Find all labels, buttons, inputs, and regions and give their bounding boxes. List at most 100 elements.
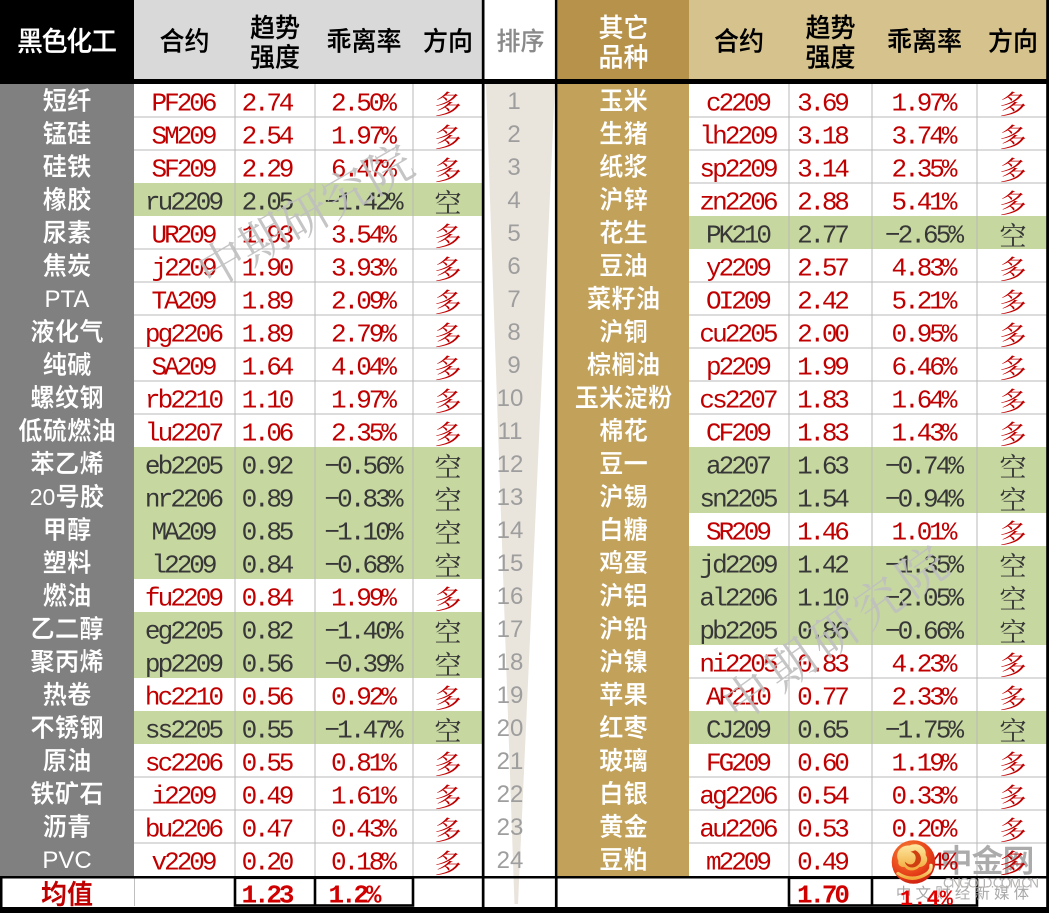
svg-text:0.82: 0.82 <box>242 617 295 647</box>
svg-text:−0.94%: −0.94% <box>885 485 965 515</box>
svg-text:6.47%: 6.47% <box>331 155 397 185</box>
svg-text:0.85: 0.85 <box>242 518 295 548</box>
svg-text:−1.10%: −1.10% <box>324 518 404 548</box>
svg-text:22: 22 <box>497 781 524 808</box>
svg-text:2.35%: 2.35% <box>331 419 397 449</box>
svg-text:−2.65%: −2.65% <box>885 221 965 251</box>
svg-text:3.54%: 3.54% <box>331 221 397 251</box>
svg-text:c2209: c2209 <box>706 89 772 119</box>
svg-text:1.89: 1.89 <box>242 320 295 350</box>
svg-text:4: 4 <box>507 187 520 214</box>
svg-text:1.83: 1.83 <box>797 386 850 416</box>
svg-text:3.93%: 3.93% <box>331 254 397 284</box>
svg-text:zn2206: zn2206 <box>699 188 778 218</box>
svg-text:nr2206: nr2206 <box>145 485 224 515</box>
svg-text:8: 8 <box>507 319 520 346</box>
svg-text:1.42: 1.42 <box>797 551 850 581</box>
svg-text:eg2205: eg2205 <box>145 617 224 647</box>
svg-text:PTA: PTA <box>45 286 90 313</box>
svg-text:cu2205: cu2205 <box>699 320 778 350</box>
svg-text:0.84: 0.84 <box>242 551 295 581</box>
svg-text:1.64%: 1.64% <box>892 386 958 416</box>
svg-text:−0.39%: −0.39% <box>324 650 404 680</box>
svg-text:14: 14 <box>497 517 524 544</box>
svg-text:1.99: 1.99 <box>797 353 850 383</box>
svg-text:fu2209: fu2209 <box>145 584 224 614</box>
svg-text:0.92: 0.92 <box>242 452 295 482</box>
svg-text:4.83%: 4.83% <box>892 254 958 284</box>
svg-text:2.74: 2.74 <box>242 89 295 119</box>
svg-text:6.46%: 6.46% <box>892 353 958 383</box>
svg-text:5: 5 <box>507 220 520 247</box>
svg-text:pg2206: pg2206 <box>145 320 224 350</box>
svg-text:0.77: 0.77 <box>797 683 850 713</box>
svg-text:pp2209: pp2209 <box>145 650 224 680</box>
svg-text:2.35%: 2.35% <box>892 155 958 185</box>
svg-text:3.18: 3.18 <box>797 122 850 152</box>
svg-text:PF206: PF206 <box>152 89 218 119</box>
svg-text:−0.74%: −0.74% <box>885 452 965 482</box>
svg-text:1.10: 1.10 <box>242 386 295 416</box>
svg-text:15: 15 <box>497 550 524 577</box>
svg-text:lu2207: lu2207 <box>145 419 224 449</box>
svg-text:2: 2 <box>507 121 520 148</box>
svg-text:12: 12 <box>497 451 524 478</box>
svg-text:7: 7 <box>507 286 520 313</box>
svg-text:−0.56%: −0.56% <box>324 452 404 482</box>
svg-text:PVC: PVC <box>42 847 91 874</box>
svg-text:2.88: 2.88 <box>797 188 850 218</box>
svg-text:−0.83%: −0.83% <box>324 485 404 515</box>
svg-text:0.49: 0.49 <box>242 782 295 812</box>
svg-text:CJ209: CJ209 <box>706 716 772 746</box>
svg-text:2.00: 2.00 <box>797 320 850 350</box>
svg-text:hc2210: hc2210 <box>145 683 224 713</box>
svg-text:bu2206: bu2206 <box>145 815 224 845</box>
svg-text:19: 19 <box>497 682 524 709</box>
svg-text:5.41%: 5.41% <box>892 188 958 218</box>
svg-text:v2209: v2209 <box>152 848 218 878</box>
svg-text:cs2207: cs2207 <box>699 386 778 416</box>
svg-text:sc2206: sc2206 <box>145 749 224 779</box>
svg-text:0.56: 0.56 <box>242 683 295 713</box>
svg-text:1.97%: 1.97% <box>331 122 397 152</box>
svg-text:17: 17 <box>497 616 524 643</box>
svg-text:−1.75%: −1.75% <box>885 716 965 746</box>
svg-text:6: 6 <box>507 253 520 280</box>
svg-text:2.29: 2.29 <box>242 155 295 185</box>
svg-text:SR209: SR209 <box>706 518 772 548</box>
svg-text:−1.47%: −1.47% <box>324 716 404 746</box>
svg-text:0.43%: 0.43% <box>331 815 397 845</box>
svg-text:9: 9 <box>507 352 520 379</box>
svg-text:0.56: 0.56 <box>242 650 295 680</box>
svg-text:CF209: CF209 <box>706 419 772 449</box>
svg-text:ru2209: ru2209 <box>145 188 224 218</box>
svg-text:10: 10 <box>497 385 524 412</box>
svg-text:1.01%: 1.01% <box>892 518 958 548</box>
svg-text:pb2205: pb2205 <box>699 617 778 647</box>
svg-text:2.50%: 2.50% <box>331 89 397 119</box>
svg-text:1.89: 1.89 <box>242 287 295 317</box>
svg-text:1.97%: 1.97% <box>892 89 958 119</box>
svg-text:1.23: 1.23 <box>242 881 295 911</box>
svg-text:0.84: 0.84 <box>242 584 295 614</box>
svg-text:−1.40%: −1.40% <box>324 617 404 647</box>
svg-text:l2209: l2209 <box>152 551 218 581</box>
svg-text:0.65: 0.65 <box>797 716 850 746</box>
svg-text:24: 24 <box>497 847 524 874</box>
svg-text:TA209: TA209 <box>152 287 218 317</box>
svg-text:i2209: i2209 <box>152 782 218 812</box>
svg-text:2.33%: 2.33% <box>892 683 958 713</box>
svg-text:3.69: 3.69 <box>797 89 850 119</box>
svg-text:eb2205: eb2205 <box>145 452 224 482</box>
svg-text:OI209: OI209 <box>706 287 772 317</box>
svg-text:0.55: 0.55 <box>242 749 295 779</box>
svg-text:0.60: 0.60 <box>797 749 850 779</box>
svg-text:sp2209: sp2209 <box>699 155 778 185</box>
svg-text:1.19%: 1.19% <box>892 749 958 779</box>
svg-text:0.89: 0.89 <box>242 485 295 515</box>
svg-text:1.97%: 1.97% <box>331 386 397 416</box>
svg-text:au2206: au2206 <box>699 815 778 845</box>
svg-text:1.64: 1.64 <box>242 353 295 383</box>
svg-text:2.42: 2.42 <box>797 287 850 317</box>
svg-text:1: 1 <box>507 88 520 115</box>
